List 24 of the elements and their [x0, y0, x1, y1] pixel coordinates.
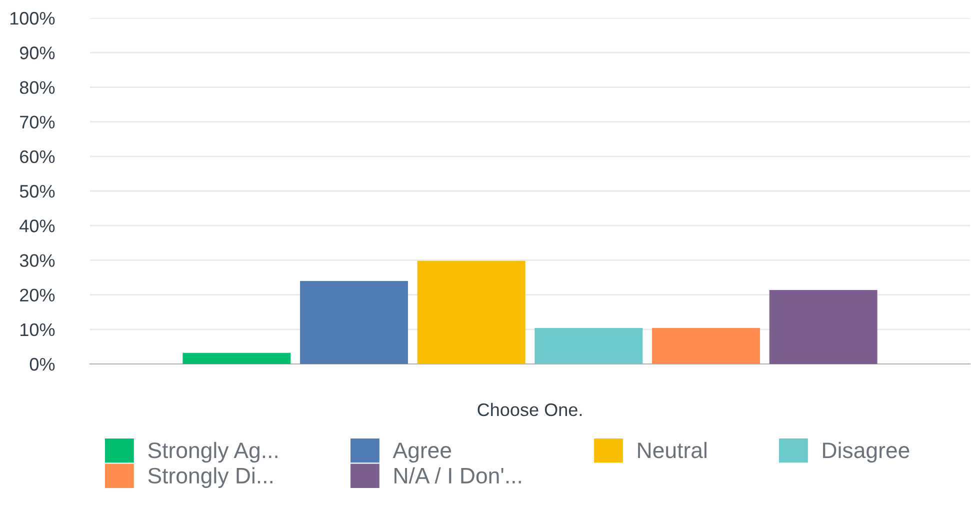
bar — [417, 260, 526, 364]
bar — [300, 280, 408, 364]
legend-label: Strongly Ag... — [148, 442, 278, 463]
bar — [182, 352, 291, 364]
bar — [534, 328, 643, 364]
y-tick-label: 80% — [20, 81, 55, 94]
y-tick-label: 70% — [20, 116, 55, 129]
legend-label: Disagree — [823, 442, 910, 463]
y-tick-label: 60% — [20, 150, 55, 164]
legend-label: Agree — [392, 442, 452, 463]
bar — [769, 290, 878, 364]
legend-label: N/A / I Don'... — [394, 467, 521, 484]
y-tick-label: 10% — [20, 323, 55, 336]
y-tick-label: 20% — [20, 288, 55, 302]
y-tick-label: 0% — [30, 358, 55, 371]
x-tick-label: Choose One. — [478, 402, 582, 416]
y-tick-label: 90% — [20, 46, 55, 60]
y-tick-label: 100% — [10, 12, 55, 25]
legend-label: Strongly Di... — [148, 467, 272, 488]
y-tick-label: 50% — [20, 184, 55, 198]
bar — [652, 328, 760, 364]
y-tick-label: 40% — [20, 220, 55, 232]
y-tick-label: 30% — [20, 254, 55, 267]
legend-label: Neutral — [638, 442, 706, 458]
